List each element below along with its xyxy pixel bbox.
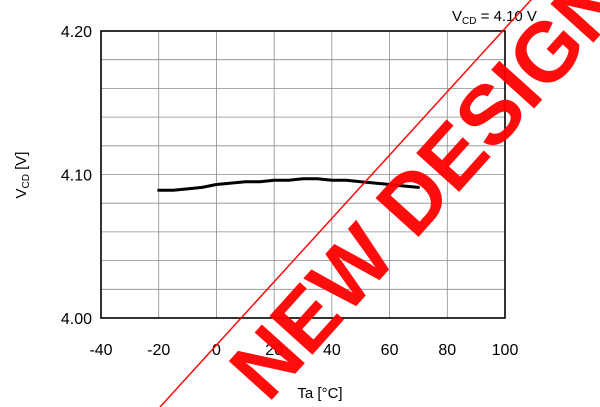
x-tick-label: 60 [381, 342, 399, 359]
y-tick-labels: 4.00 4.10 4.20 [61, 24, 92, 328]
x-tick-label: 20 [265, 342, 283, 359]
x-tick-label: -20 [147, 342, 170, 359]
x-tick-label: 100 [492, 342, 519, 359]
x-tick-label: -40 [89, 342, 112, 359]
x-tick-label: 0 [212, 342, 221, 359]
y-tick-label: 4.10 [61, 168, 92, 185]
y-axis-label: VCD [V] [13, 152, 32, 199]
y-tick-label: 4.00 [61, 311, 92, 328]
x-tick-labels: -40 -20 0 20 40 60 80 100 [89, 342, 518, 359]
y-tick-label: 4.20 [61, 24, 92, 41]
condition-label: VCD = 4.10 V [452, 8, 537, 27]
grid [100, 31, 506, 318]
plot-frame [100, 30, 506, 319]
x-tick-label: 80 [438, 342, 456, 359]
x-tick-label: 40 [323, 342, 341, 359]
x-axis-label: Ta [°C] [297, 385, 342, 402]
series-line [157, 177, 420, 192]
